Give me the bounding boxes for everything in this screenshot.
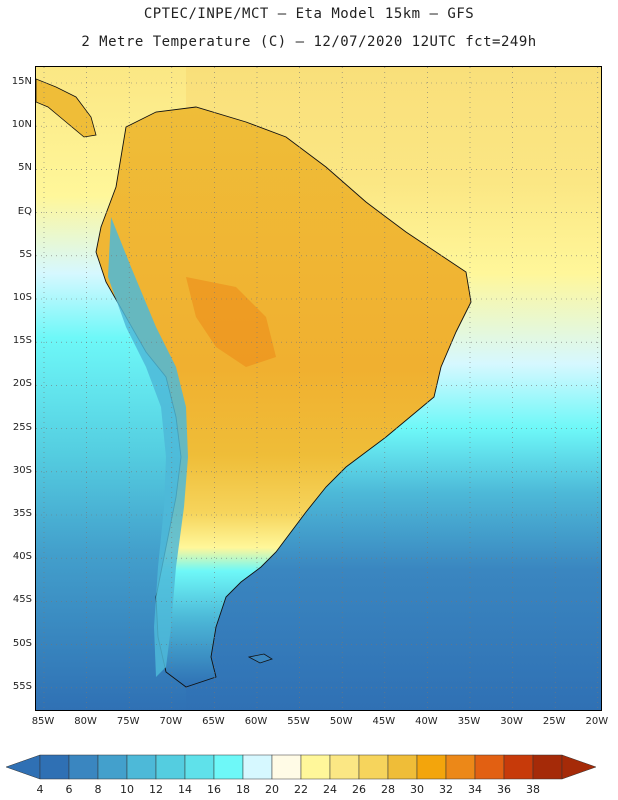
colorbar-tick-label: 34 <box>468 783 482 796</box>
lon-tick-label: 60W <box>244 716 268 727</box>
colorbar-tick-label: 16 <box>207 783 221 796</box>
colorbar-swatch <box>300 754 331 780</box>
colorbar-swatch <box>416 754 447 780</box>
lat-tick-label: 15N <box>11 76 32 87</box>
colorbar-tick-label: 36 <box>497 783 511 796</box>
temperature-field <box>36 67 601 710</box>
lat-tick-label: 5S <box>19 248 32 260</box>
colorbar-swatch <box>445 754 476 780</box>
colorbar-tick-label: 24 <box>323 783 337 796</box>
lon-tick-label: 50W <box>329 716 353 727</box>
colorbar-tick-label: 26 <box>352 783 366 796</box>
colorbar-swatch <box>39 754 70 780</box>
colorbar-tick-label: 14 <box>178 783 192 796</box>
lat-tick-label: EQ <box>17 205 32 217</box>
colorbar-tick-label: 6 <box>65 783 73 796</box>
colorbar-tick-label: 18 <box>236 783 250 796</box>
lon-tick-label: 40W <box>415 716 438 727</box>
colorbar-low-arrow <box>5 754 41 780</box>
colorbar-swatch <box>358 754 389 780</box>
lon-tick-label: 35W <box>457 716 481 727</box>
map-title-line-1: CPTEC/INPE/MCT – Eta Model 15km – GFS <box>143 6 475 22</box>
colorbar-swatch <box>329 754 360 780</box>
lon-tick-label: 80W <box>74 716 97 727</box>
lon-tick-label: 45W <box>372 716 396 727</box>
lat-tick-label: 20S <box>12 378 32 390</box>
lat-tick-label: 15S <box>12 335 32 347</box>
colorbar-swatch <box>503 754 534 780</box>
colorbar-tick-label: 20 <box>265 783 279 796</box>
lat-tick-label: 40S <box>12 551 32 563</box>
colorbar-swatch <box>532 754 563 780</box>
colorbar-high-arrow <box>561 754 597 780</box>
lat-tick-label: 25S <box>12 421 32 433</box>
colorbar-swatch <box>126 754 157 780</box>
colorbar-tick-label: 8 <box>94 783 102 796</box>
colorbar-swatch <box>213 754 244 780</box>
colorbar-tick-label: 4 <box>36 783 44 796</box>
temperature-colorbar <box>5 754 597 780</box>
colorbar-swatch <box>184 754 215 780</box>
colorbar-tick-label: 10 <box>120 783 134 796</box>
colorbar-swatch <box>68 754 99 780</box>
falkland-islands <box>247 653 273 664</box>
temperature-map <box>35 66 602 711</box>
lat-tick-label: 10N <box>11 119 32 131</box>
lat-tick-label: 55S <box>12 680 32 692</box>
lat-tick-label: 10S <box>12 292 32 303</box>
colorbar-tick-label: 38 <box>526 783 540 796</box>
lon-tick-label: 55W <box>287 716 310 727</box>
colorbar-swatch <box>474 754 505 780</box>
andes-band <box>108 217 188 677</box>
lon-tick-label: 25W <box>542 716 566 727</box>
colorbar-swatch <box>387 754 418 780</box>
lat-tick-label: 5N <box>18 162 32 174</box>
map-title-line-2: 2 Metre Temperature (C) – 12/07/2020 12U… <box>81 34 537 50</box>
lon-tick-label: 20W <box>585 716 609 727</box>
colorbar-tick-label: 12 <box>149 783 163 796</box>
colorbar-tick-label: 22 <box>294 783 308 796</box>
lat-tick-label: 45S <box>12 594 32 606</box>
colorbar-tick-label: 32 <box>439 783 453 796</box>
lat-tick-label: 35S <box>12 508 32 519</box>
lon-tick-label: 30W <box>500 716 523 727</box>
colorbar-tick-label: 30 <box>410 783 424 796</box>
colorbar-tick-label: 28 <box>381 783 395 796</box>
lat-tick-label: 30S <box>12 464 32 476</box>
colorbar-swatch <box>155 754 186 780</box>
lon-tick-label: 70W <box>159 716 183 727</box>
caribbean-land <box>36 78 97 138</box>
colorbar-swatch <box>271 754 302 780</box>
lon-tick-label: 85W <box>31 716 55 727</box>
lon-tick-label: 75W <box>116 716 140 727</box>
lon-tick-label: 65W <box>202 716 225 727</box>
lat-tick-label: 50S <box>12 637 32 649</box>
colorbar-swatch <box>97 754 128 780</box>
warm-interior <box>186 277 276 367</box>
colorbar-swatch <box>242 754 273 780</box>
